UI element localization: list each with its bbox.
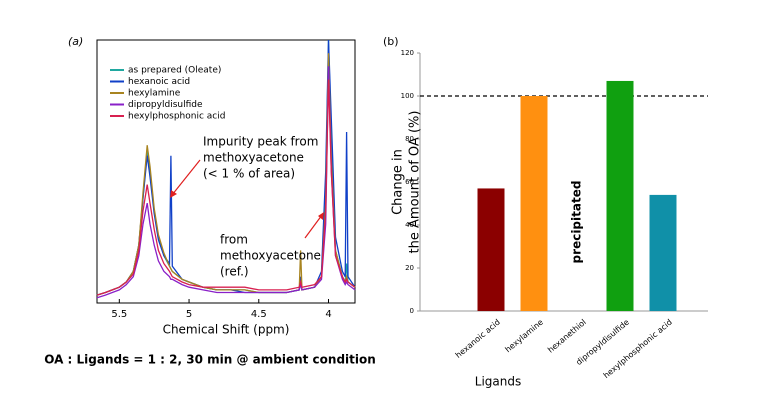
x-tick-label: 5.5 bbox=[111, 309, 127, 320]
y-tick-label: 120 bbox=[401, 49, 414, 57]
legend-label: hexylphosphonic acid bbox=[128, 112, 225, 122]
x-tick-label: 4.5 bbox=[251, 309, 267, 320]
x-tick-label: hexylamine bbox=[504, 318, 545, 355]
arrow-head bbox=[318, 212, 324, 220]
y-axis-label: Change in bbox=[391, 149, 406, 215]
annotation: (< 1 % of area) bbox=[203, 167, 295, 181]
y-tick-label: 60 bbox=[405, 178, 414, 186]
y-tick-label: 20 bbox=[405, 264, 414, 272]
bar bbox=[649, 194, 677, 311]
annotation: Impurity peak from bbox=[203, 135, 318, 149]
x-axis-label: Ligands bbox=[475, 375, 521, 389]
spectrum-line bbox=[96, 79, 356, 296]
x-axis-label: Chemical Shift (ppm) bbox=[163, 323, 290, 337]
missing-label: precipitated bbox=[570, 181, 584, 264]
panel-label: (b) bbox=[383, 35, 399, 48]
y-tick-label: 0 bbox=[410, 307, 414, 315]
annotation-arrow bbox=[304, 214, 323, 239]
legend-label: dipropyldisulfide bbox=[128, 100, 203, 110]
bar bbox=[477, 188, 505, 311]
x-tick-label: hexanoic acid bbox=[454, 318, 502, 360]
annotation: (ref.) bbox=[220, 265, 249, 279]
y-axis-label: the Amount of OA (%) bbox=[408, 111, 423, 254]
annotation-arrow bbox=[171, 159, 201, 196]
y-tick-label: 80 bbox=[405, 135, 414, 143]
panel-label: (a) bbox=[68, 35, 83, 48]
caption: OA : Ligands = 1 : 2, 30 min @ ambient c… bbox=[44, 353, 376, 367]
x-tick-label: 4 bbox=[325, 309, 331, 320]
y-tick-label: 100 bbox=[401, 92, 414, 100]
legend-label: as prepared (Oleate) bbox=[128, 66, 221, 76]
y-tick-label: 40 bbox=[405, 221, 414, 229]
bar bbox=[520, 96, 548, 311]
arrow-head bbox=[170, 190, 177, 198]
x-tick-label: 5 bbox=[186, 309, 192, 320]
plot-frame bbox=[96, 39, 356, 304]
annotation: methoxyacetone bbox=[203, 151, 304, 165]
annotation: methoxyacetone bbox=[220, 249, 321, 263]
legend-label: hexylamine bbox=[128, 89, 181, 99]
legend-label: hexanoic acid bbox=[128, 77, 190, 87]
x-tick-label: hexanethiol bbox=[546, 318, 588, 355]
annotation: from bbox=[220, 233, 248, 247]
bar bbox=[606, 80, 634, 311]
